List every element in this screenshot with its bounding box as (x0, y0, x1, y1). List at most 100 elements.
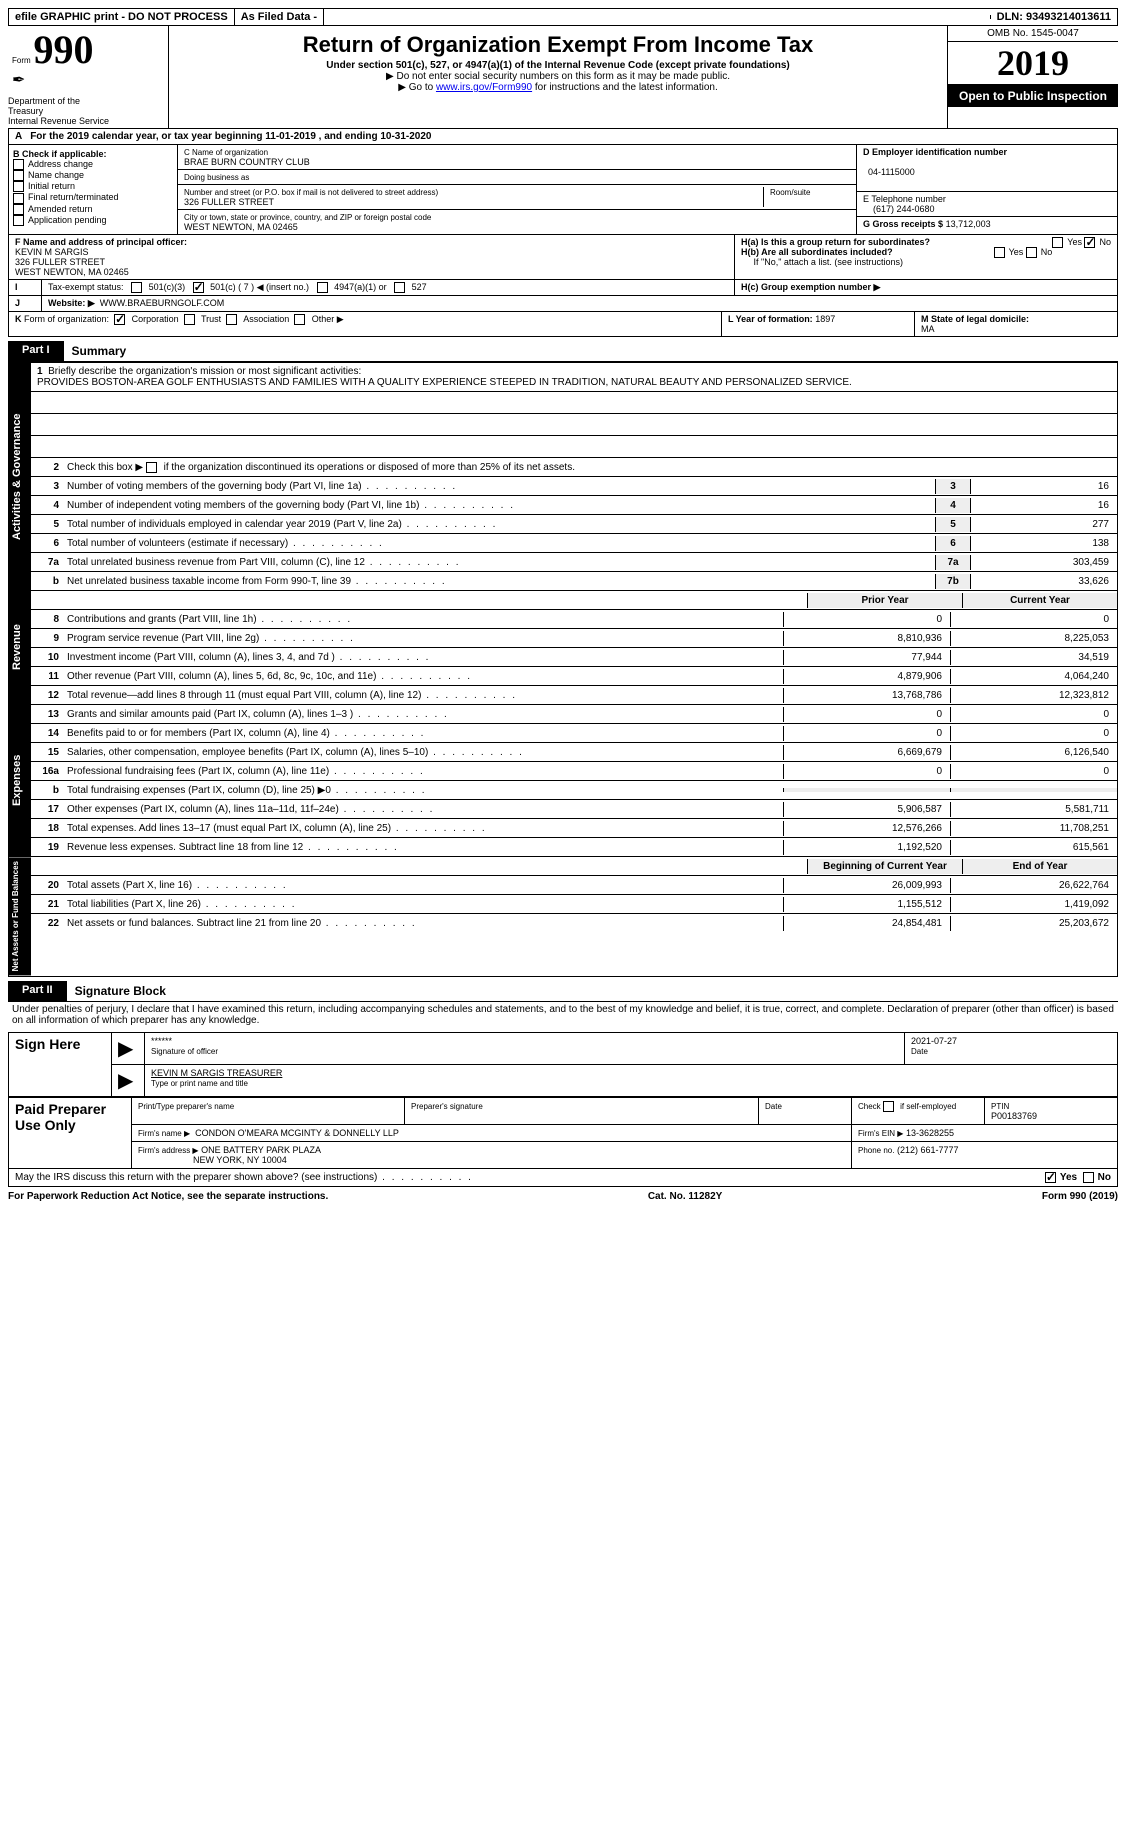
cb-trust[interactable] (184, 314, 195, 325)
firm-name: CONDON O'MEARA MCGINTY & DONNELLY LLP (195, 1128, 399, 1138)
ptin: P00183769 (991, 1111, 1037, 1121)
cb-ha-no[interactable] (1084, 237, 1095, 248)
cb-501c3[interactable] (131, 282, 142, 293)
p1-row: 7a Total unrelated business revenue from… (31, 553, 1117, 572)
irs-link[interactable]: www.irs.gov/Form990 (436, 82, 532, 93)
sub3-pre: ▶ Go to (398, 82, 436, 93)
part2-tab: Part II (8, 981, 67, 1002)
cb-hb-no[interactable] (1026, 247, 1037, 258)
h-ifno: If "No," attach a list. (see instruction… (754, 257, 903, 267)
part1-body: Activities & Governance 1 Briefly descri… (8, 362, 1118, 591)
cb-app-pending[interactable] (13, 215, 24, 226)
addr-label: Number and street (or P.O. box if mail i… (184, 188, 438, 197)
ein: 04-1115000 (868, 167, 915, 177)
j-label: Website: ▶ (48, 298, 95, 308)
org-name: BRAE BURN COUNTRY CLUB (184, 157, 310, 167)
form-header: Form 990 ✒ Department of theTreasuryInte… (8, 26, 1118, 129)
cb-assoc[interactable] (226, 314, 237, 325)
p1-row: 3 Number of voting members of the govern… (31, 477, 1117, 496)
p1-row: 18 Total expenses. Add lines 13–17 (must… (31, 819, 1117, 838)
prep-name-label: Print/Type preparer's name (138, 1102, 234, 1111)
part1-header: Part I Summary (8, 341, 1118, 362)
p1-row: 16a Professional fundraising fees (Part … (31, 762, 1117, 781)
b-item: Initial return (28, 181, 75, 191)
cb-self-employed[interactable] (883, 1101, 894, 1112)
sig-stars: ****** (151, 1036, 172, 1046)
efile-notice: efile GRAPHIC print - DO NOT PROCESS (9, 9, 235, 25)
p1-row: 12 Total revenue—add lines 8 through 11 … (31, 686, 1117, 704)
cb-final-return[interactable] (13, 193, 24, 204)
check-if-self: Check if self-employed (858, 1102, 956, 1111)
sign-here: Sign Here (9, 1032, 112, 1096)
b-item: Address change (28, 159, 93, 169)
prep-sig-label: Preparer's signature (411, 1102, 483, 1111)
cb-other[interactable] (294, 314, 305, 325)
hdr-curr: Current Year (962, 593, 1117, 608)
q2: Check this box ▶ if the organization dis… (67, 462, 575, 473)
cb-hb-yes[interactable] (994, 247, 1005, 258)
row-j: J Website: ▶ WWW.BRAEBURNGOLF.COM (8, 296, 1118, 312)
b-item: Amended return (28, 204, 93, 214)
page-footer: For Paperwork Reduction Act Notice, see … (8, 1191, 1118, 1202)
subtitle-2: ▶ Do not enter social security numbers o… (173, 71, 943, 82)
part1-expenses: Expenses 13 Grants and similar amounts p… (8, 705, 1118, 857)
form-title: Return of Organization Exempt From Incom… (173, 32, 943, 58)
room-label: Room/suite (770, 188, 810, 197)
cb-initial-return[interactable] (13, 181, 24, 192)
firm-ein-label: Firm's EIN ▶ (858, 1129, 903, 1138)
dln: DLN: 93493214013611 (991, 9, 1117, 25)
p1-row: 20 Total assets (Part X, line 16) 26,009… (31, 876, 1117, 895)
part1-title: Summary (64, 341, 1118, 362)
form-word: Form (12, 56, 31, 65)
p1-row: 14 Benefits paid to or for members (Part… (31, 724, 1117, 743)
org-city: WEST NEWTON, MA 02465 (184, 222, 298, 232)
discuss-row: May the IRS discuss this return with the… (8, 1169, 1118, 1187)
p1-row: b Total fundraising expenses (Part IX, c… (31, 781, 1117, 800)
officer-addr1: 326 FULLER STREET (15, 257, 105, 267)
hb-label: H(b) Are all subordinates included? (741, 247, 893, 257)
sub3-post: for instructions and the latest informat… (535, 82, 718, 93)
year-formation: 1897 (815, 314, 835, 324)
city-label: City or town, state or province, country… (184, 213, 431, 222)
p1-row: 21 Total liabilities (Part X, line 26) 1… (31, 895, 1117, 914)
phone-label: Phone no. (858, 1146, 894, 1155)
cb-4947[interactable] (317, 282, 328, 293)
top-bar: efile GRAPHIC print - DO NOT PROCESS As … (8, 8, 1118, 26)
p1-row: 9 Program service revenue (Part VIII, li… (31, 629, 1117, 648)
d-label: D Employer identification number (863, 147, 1007, 157)
cb-corp[interactable] (114, 314, 125, 325)
part1-revenue: Revenue Prior YearCurrent Year 8 Contrib… (8, 591, 1118, 705)
col-b: B Check if applicable: Address change Na… (9, 145, 178, 234)
row-i: I Tax-exempt status: 501(c)(3) 501(c) ( … (8, 280, 1118, 296)
p1-row: 19 Revenue less expenses. Subtract line … (31, 838, 1117, 856)
hdr-begin: Beginning of Current Year (807, 859, 962, 874)
cb-address-change[interactable] (13, 159, 24, 170)
b-header: B Check if applicable: (13, 149, 107, 159)
cb-discuss-no[interactable] (1083, 1172, 1094, 1183)
state-domicile: MA (921, 324, 935, 334)
firm-addr2: NEW YORK, NY 10004 (193, 1155, 287, 1165)
gross-receipts: 13,712,003 (946, 219, 991, 229)
dba-label: Doing business as (184, 173, 249, 182)
firm-phone: (212) 661-7777 (897, 1145, 959, 1155)
as-filed: As Filed Data - (235, 9, 324, 25)
officer-sub: Type or print name and title (151, 1079, 248, 1088)
ptin-label: PTIN (991, 1102, 1009, 1111)
col-c: C Name of organizationBRAE BURN COUNTRY … (178, 145, 856, 234)
cb-amended[interactable] (13, 204, 24, 215)
b-item: Name change (28, 170, 84, 180)
website: WWW.BRAEBURNGOLF.COM (100, 298, 225, 308)
date-label: Date (911, 1047, 928, 1056)
row-klm: K Form of organization: Corporation Trus… (8, 312, 1118, 337)
footer-mid: Cat. No. 11282Y (648, 1191, 722, 1202)
firm-name-label: Firm's name ▶ (138, 1129, 190, 1138)
row-fh: F Name and address of principal officer:… (8, 235, 1118, 280)
cb-501c[interactable] (193, 282, 204, 293)
cb-ha-yes[interactable] (1052, 237, 1063, 248)
cb-name-change[interactable] (13, 170, 24, 181)
cb-527[interactable] (394, 282, 405, 293)
sig-date: 2021-07-27 (911, 1036, 957, 1046)
b-item: Final return/terminated (28, 192, 119, 202)
cb-discuss-yes[interactable] (1045, 1172, 1056, 1183)
cb-discontinued[interactable] (146, 462, 157, 473)
